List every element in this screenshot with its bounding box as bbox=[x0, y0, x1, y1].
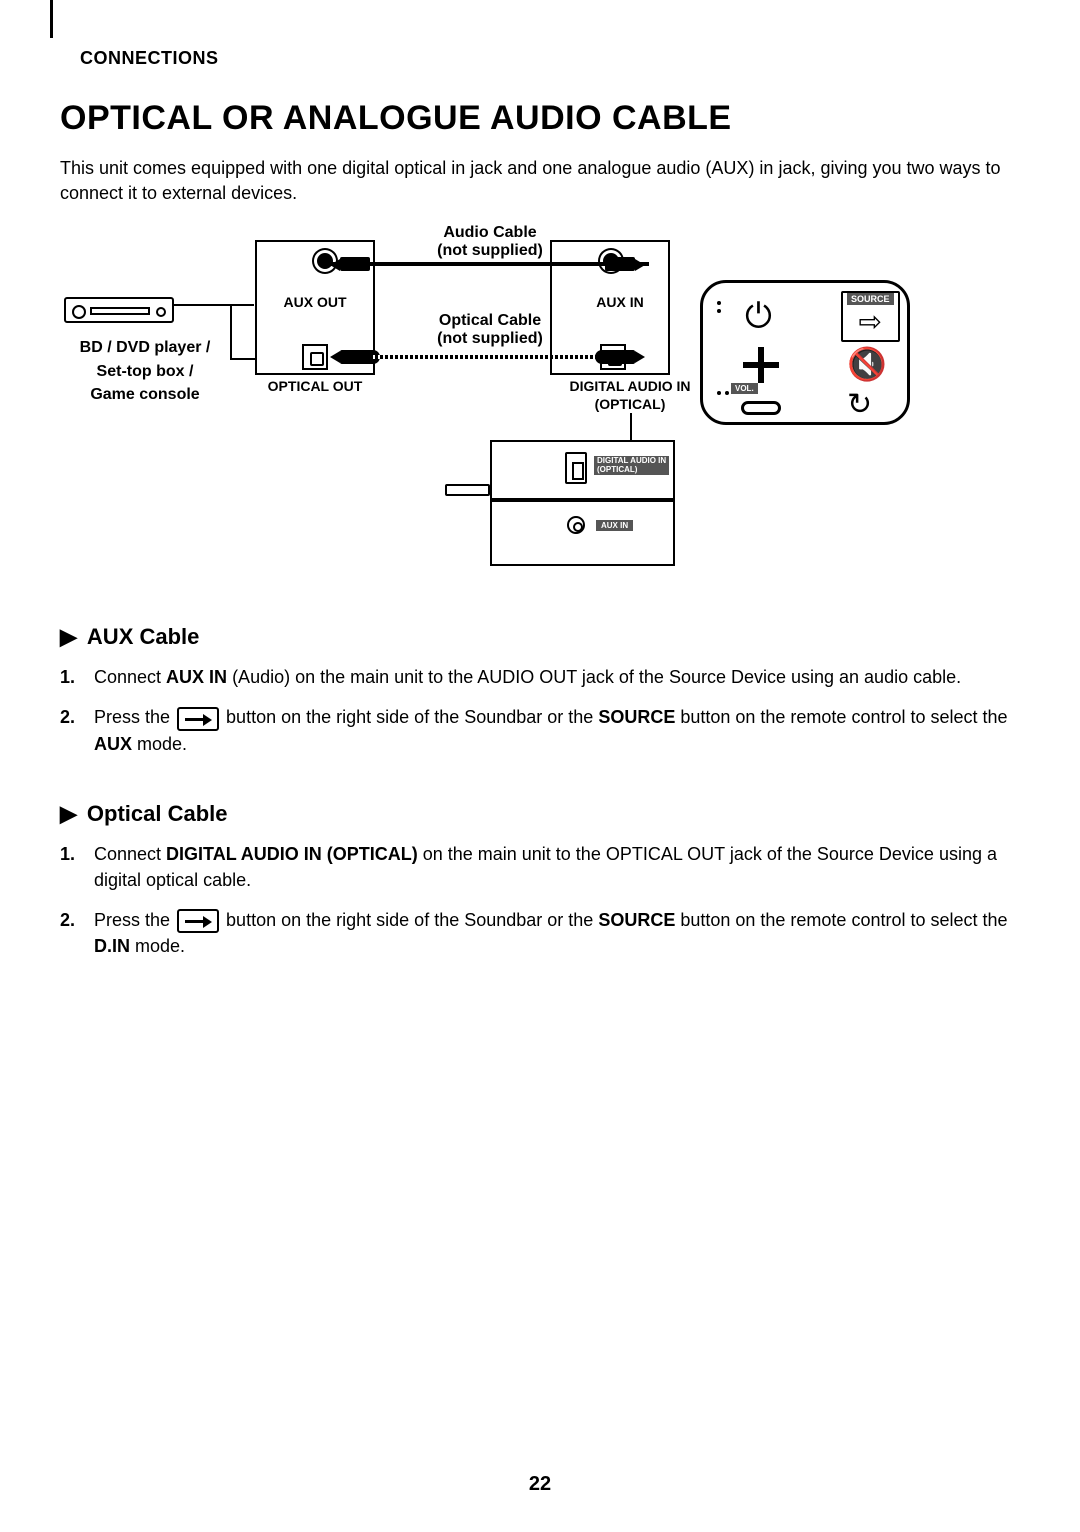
volume-label: VOL. bbox=[731, 383, 758, 394]
optical-plug-icon bbox=[595, 350, 635, 364]
connector-line bbox=[174, 304, 254, 306]
optical-out-label: OPTICAL OUT bbox=[260, 378, 370, 394]
audio-cable-label: Audio Cable (not supplied) bbox=[420, 224, 560, 260]
aux-steps-list: 1. Connect AUX IN (Audio) on the main un… bbox=[60, 664, 1020, 756]
arrow-icon bbox=[635, 351, 645, 363]
aux-out-label: AUX OUT bbox=[275, 294, 355, 310]
connector-line bbox=[630, 413, 632, 441]
soundbar-aux-port-label: AUX IN bbox=[596, 520, 633, 531]
connector-line bbox=[230, 304, 232, 360]
source-device-label: BD / DVD player / Set-top box / Game con… bbox=[60, 336, 230, 406]
plus-icon bbox=[739, 343, 783, 387]
arrow-icon bbox=[330, 351, 340, 363]
optical-steps-list: 1. Connect DIGITAL AUDIO IN (OPTICAL) on… bbox=[60, 841, 1020, 960]
audio-plug-icon bbox=[605, 257, 635, 271]
list-item: 1. Connect DIGITAL AUDIO IN (OPTICAL) on… bbox=[60, 841, 1020, 893]
power-icon: ⏻ bbox=[745, 297, 772, 336]
optical-cable-line bbox=[370, 355, 605, 359]
remote-dot-icon bbox=[717, 391, 721, 395]
list-item: 2. Press the button on the right side of… bbox=[60, 704, 1020, 756]
list-item: 2. Press the button on the right side of… bbox=[60, 907, 1020, 959]
header-rule bbox=[50, 0, 53, 38]
remote-dot-icon bbox=[717, 301, 721, 305]
optical-cable-label: Optical Cable (not supplied) bbox=[420, 312, 560, 348]
source-button-highlight: SOURCE ⇨ bbox=[841, 291, 900, 342]
repeat-icon: ↻ bbox=[847, 387, 872, 422]
optical-subheading: ▶Optical Cable bbox=[60, 801, 1020, 827]
page-title: OPTICAL OR ANALOGUE AUDIO CABLE bbox=[60, 99, 1020, 138]
aux-subheading: ▶AUX Cable bbox=[60, 624, 1020, 650]
audio-cable-line bbox=[370, 262, 605, 266]
section-label: CONNECTIONS bbox=[80, 48, 1020, 69]
source-icon: ⇨ bbox=[847, 308, 894, 336]
intro-text: This unit comes equipped with one digita… bbox=[60, 156, 1020, 206]
triangle-icon: ▶ bbox=[60, 801, 77, 826]
soundbar-side-button-icon bbox=[445, 484, 490, 496]
page-number: 22 bbox=[0, 1473, 1080, 1496]
source-label: SOURCE bbox=[847, 293, 894, 305]
list-item: 1. Connect AUX IN (Audio) on the main un… bbox=[60, 664, 1020, 690]
soundbar-optical-port-icon bbox=[565, 452, 587, 484]
connection-diagram: Audio Cable (not supplied) Optical Cable… bbox=[60, 220, 1020, 580]
triangle-icon: ▶ bbox=[60, 624, 77, 649]
source-button-icon bbox=[177, 707, 219, 731]
soundbar-optical-port-label: DIGITAL AUDIO IN(OPTICAL) bbox=[594, 456, 669, 475]
optical-out-jack-icon bbox=[302, 344, 328, 370]
remote-control-icon: ⏻ VOL. SOURCE ⇨ 🔇 ↻ bbox=[700, 280, 910, 425]
soundbar-panel-icon bbox=[490, 500, 675, 566]
source-button-icon bbox=[177, 909, 219, 933]
remote-button-icon bbox=[741, 401, 781, 415]
connector-line bbox=[230, 358, 256, 360]
arrow-icon bbox=[635, 259, 645, 271]
aux-in-label: AUX IN bbox=[590, 294, 650, 310]
audio-plug-icon bbox=[340, 257, 370, 271]
source-device-icon bbox=[64, 297, 174, 323]
digital-in-label: DIGITAL AUDIO IN (OPTICAL) bbox=[545, 378, 715, 413]
mute-icon: 🔇 bbox=[847, 345, 887, 383]
